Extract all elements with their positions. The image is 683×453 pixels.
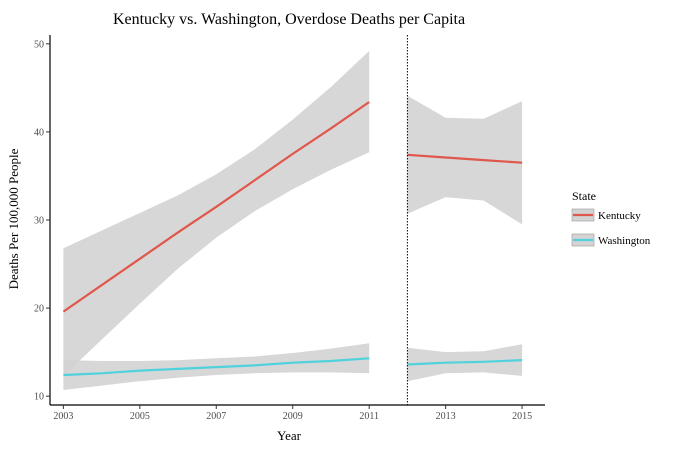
ribbon-kentucky-1 bbox=[63, 50, 370, 376]
y-tick-label-40: 40 bbox=[34, 127, 44, 138]
y-tick-label-30: 30 bbox=[34, 216, 44, 227]
x-tick-label-2015: 2015 bbox=[512, 411, 532, 422]
chart-title: Kentucky vs. Washington, Overdose Deaths… bbox=[113, 11, 465, 28]
series-lines bbox=[62, 101, 523, 377]
legend-label-washington: Washington bbox=[598, 235, 651, 247]
x-tick-label-2005: 2005 bbox=[130, 411, 150, 422]
line-kentucky-2 bbox=[407, 153, 523, 164]
x-tick-label-2003: 2003 bbox=[53, 411, 73, 422]
y-tick-label-20: 20 bbox=[34, 304, 44, 315]
ribbon-kentucky-2 bbox=[407, 95, 523, 225]
x-tick-label-2007: 2007 bbox=[206, 411, 226, 422]
line-kentucky-1 bbox=[62, 101, 370, 313]
legend: State Kentucky Washington bbox=[571, 189, 651, 247]
y-axis-ticks: 10 20 30 40 50 bbox=[34, 39, 50, 403]
line-washington-2 bbox=[407, 359, 523, 366]
y-tick-label-10: 10 bbox=[34, 392, 44, 403]
line-washington-1 bbox=[63, 357, 370, 377]
y-axis-title: Deaths Per 100,000 People bbox=[6, 148, 21, 289]
x-tick-label-2013: 2013 bbox=[436, 411, 456, 422]
x-axis-ticks: 2003 2005 2007 2009 2011 2013 2015 bbox=[53, 405, 532, 422]
x-axis-title: Year bbox=[277, 428, 302, 443]
legend-label-kentucky: Kentucky bbox=[598, 210, 641, 222]
x-tick-label-2009: 2009 bbox=[283, 411, 303, 422]
confidence-ribbons bbox=[63, 50, 523, 390]
y-tick-label-50: 50 bbox=[34, 39, 44, 50]
x-tick-label-2011: 2011 bbox=[359, 411, 379, 422]
legend-title: State bbox=[572, 189, 596, 203]
